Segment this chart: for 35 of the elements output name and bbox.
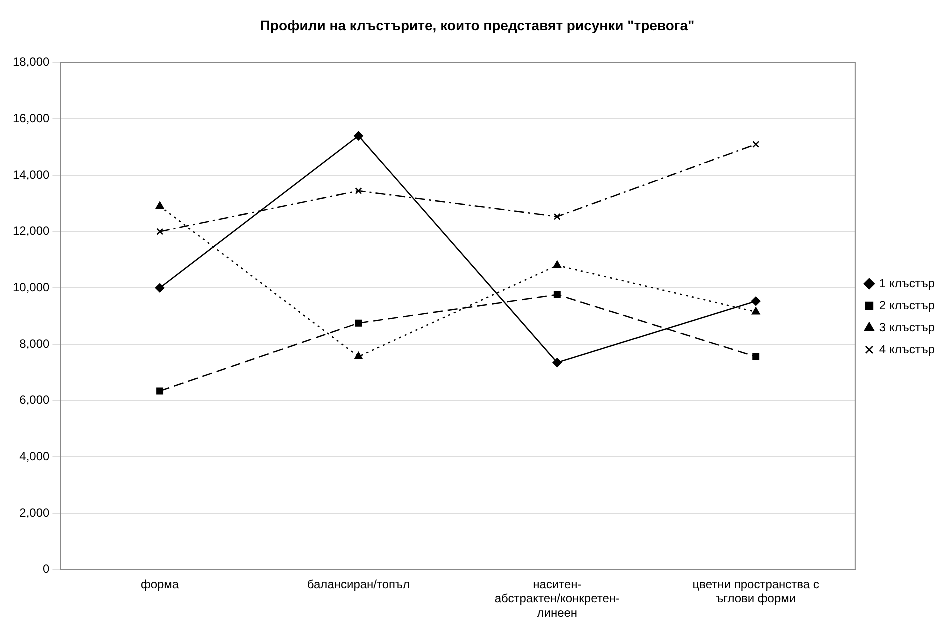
point (156, 202, 164, 210)
y-tick-label: 12,000 (13, 224, 50, 238)
point (554, 291, 561, 298)
legend-label: 4 клъстър (879, 342, 936, 356)
point (354, 352, 363, 360)
point (752, 307, 760, 315)
point (156, 388, 164, 395)
point (752, 353, 760, 360)
y-tick-label: 16,000 (13, 111, 50, 126)
point (751, 296, 761, 306)
y-tick-label: 4,000 (20, 449, 50, 464)
legend-label: 2 клъстър (879, 298, 936, 312)
chart-title: Профили на клъстърите, които представят рисунки "тревога" (260, 17, 695, 34)
y-tick-label: 10,000 (13, 280, 50, 294)
legend-label: 3 клъстър (879, 320, 936, 334)
point (156, 228, 164, 236)
y-tick-label: 0 (43, 562, 50, 576)
point (354, 131, 364, 141)
point (355, 187, 362, 194)
point (554, 213, 561, 220)
point (355, 320, 362, 327)
point (752, 141, 760, 148)
x-tick-label: наситен-абстрактен/конкретен-линеен (494, 577, 620, 620)
x-tick-label: форма (140, 577, 180, 592)
y-tick-label: 14,000 (13, 168, 50, 182)
y-tick-label: 8,000 (20, 336, 50, 351)
y-tick-label: 18,000 (13, 55, 50, 70)
x-tick-label: балансиран/топъл (307, 577, 410, 592)
x-tick-label: цветни пространства с ъглови форми (692, 577, 820, 606)
point (553, 260, 562, 268)
legend-label: 1 клъстър (879, 276, 936, 290)
point (552, 358, 562, 368)
point (155, 283, 165, 293)
y-tick-label: 2,000 (20, 506, 50, 520)
y-tick-label: 6,000 (20, 393, 50, 408)
